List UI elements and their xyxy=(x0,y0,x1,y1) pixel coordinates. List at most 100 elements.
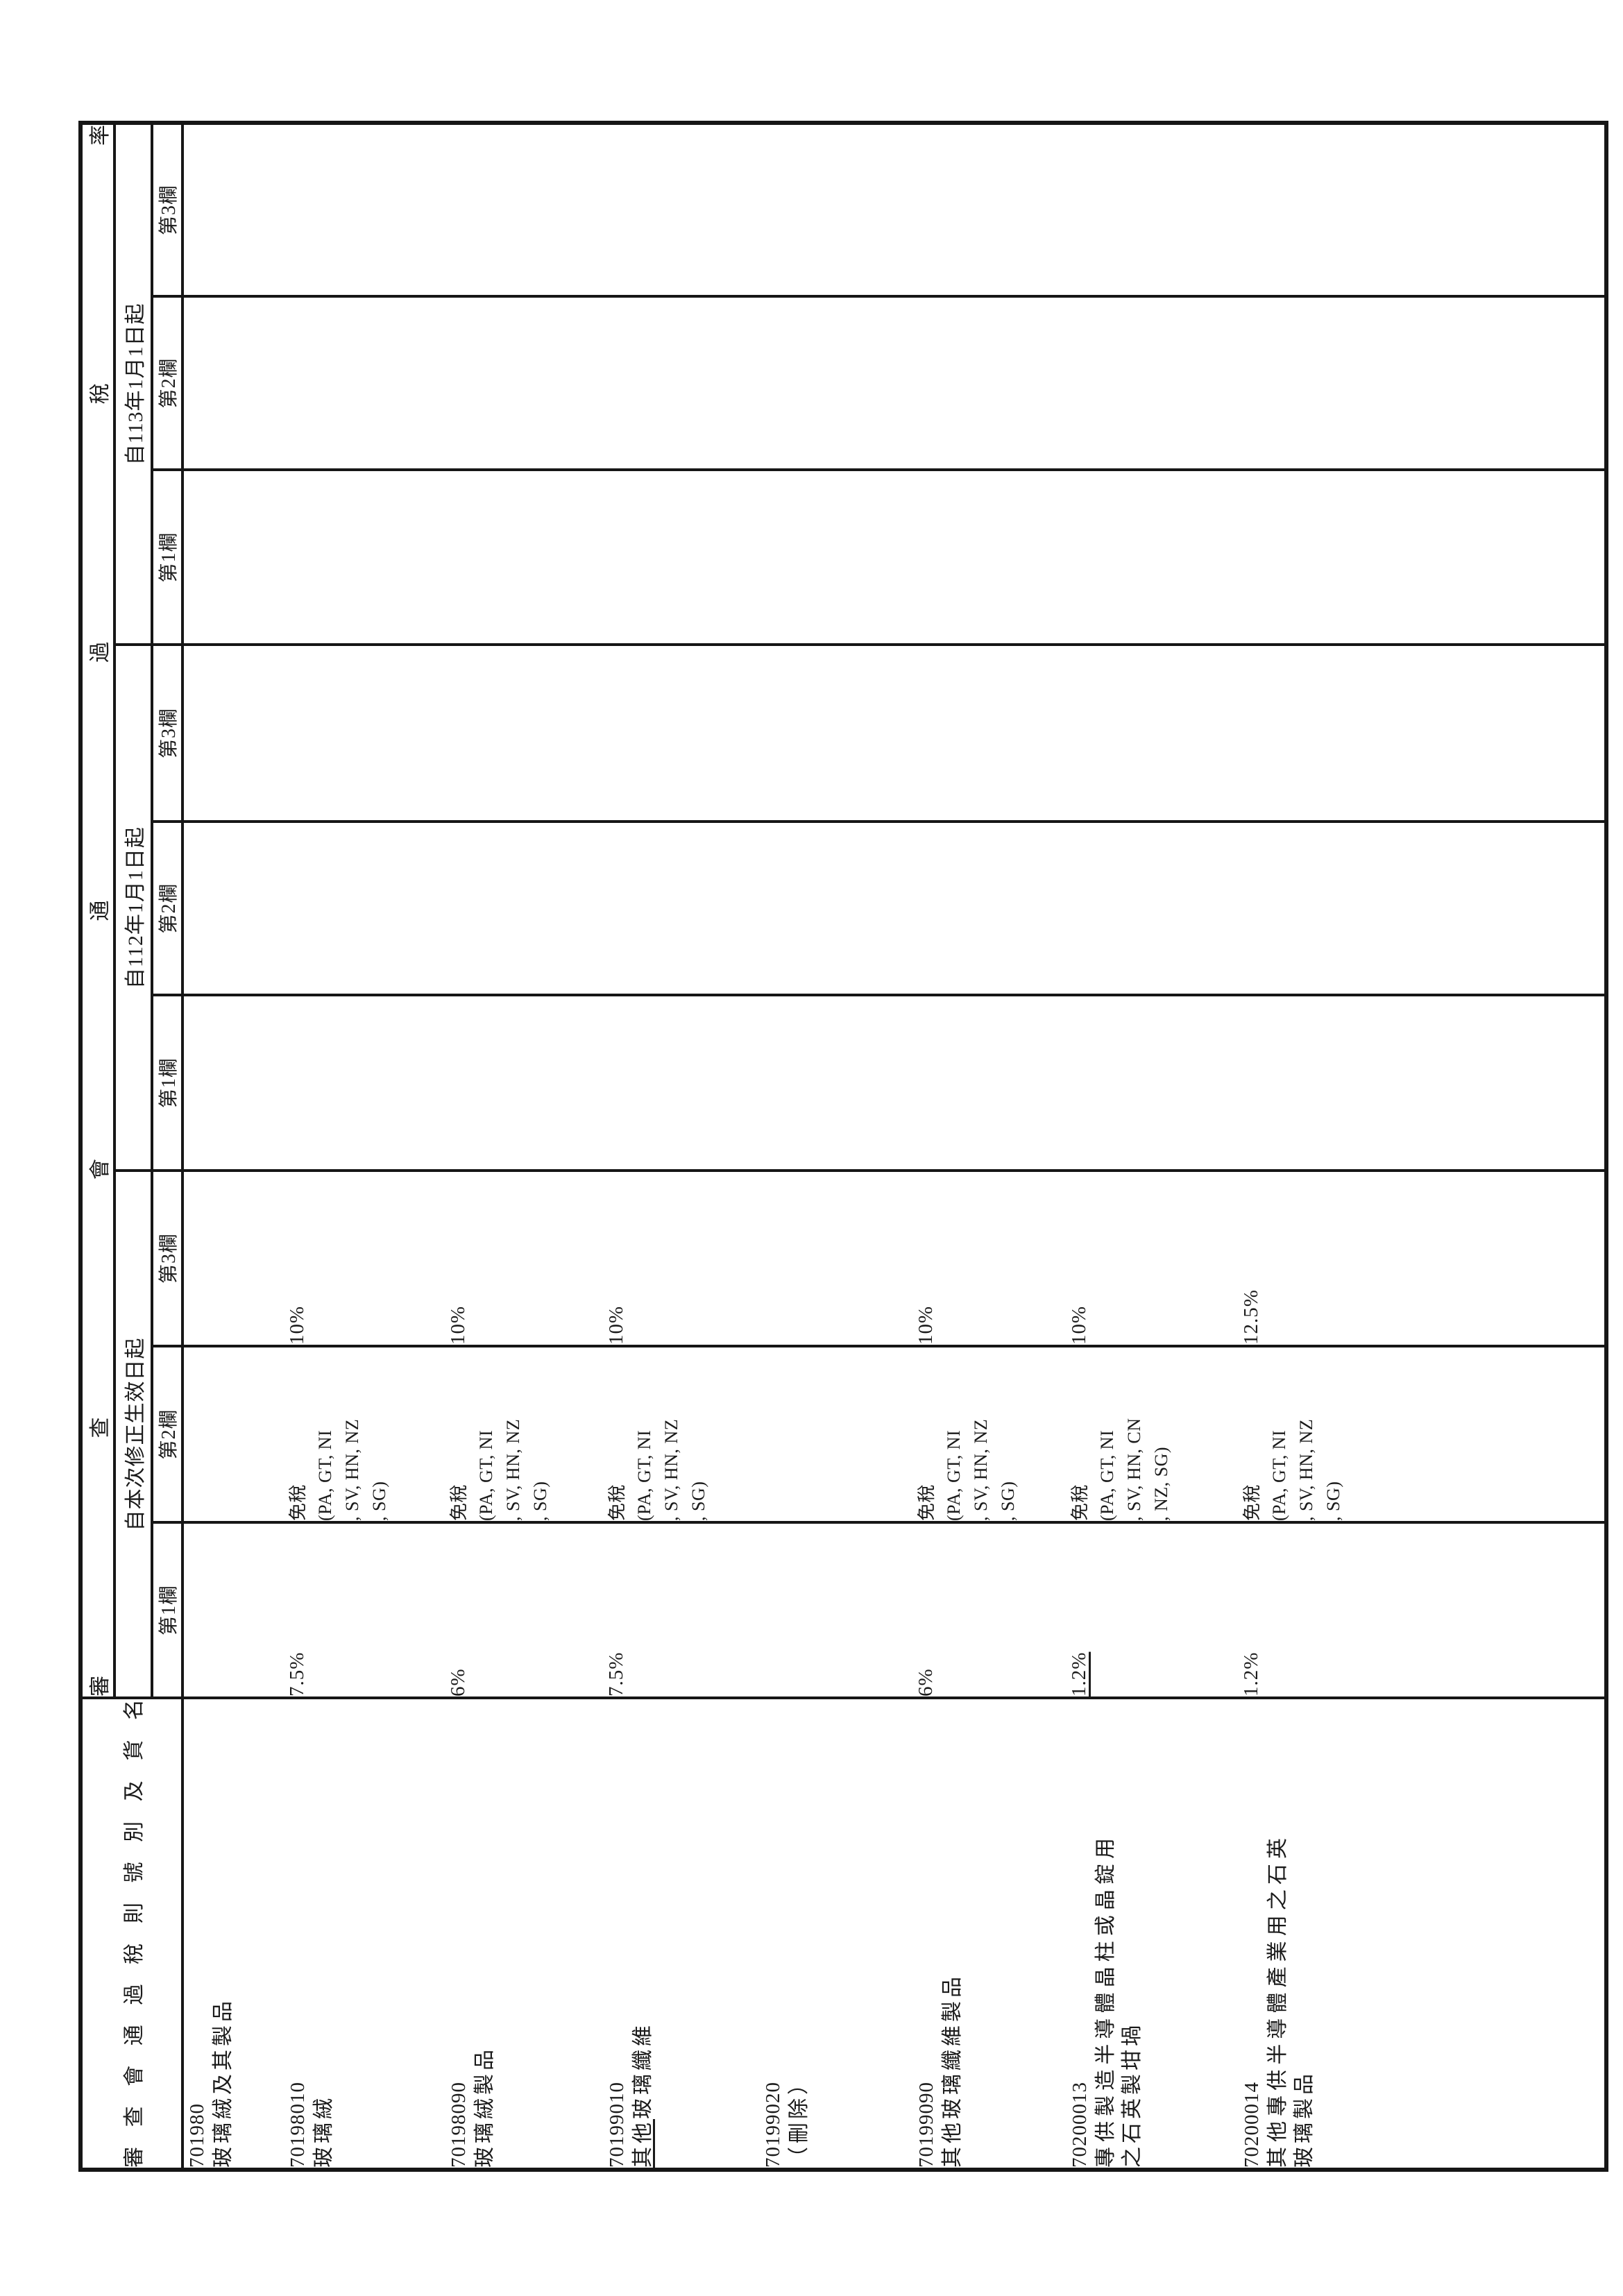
goods-cell: 70199090 其他玻璃纖維製品 xyxy=(913,1698,1067,2170)
tariff-table: 審查會通過稅則號別及貨名 審查會通過稅率 自本次修正生效日起 自112年1月1日… xyxy=(78,120,1608,2172)
rate-col2-value-cell: 免稅 (PA, GT, NI , SV, HN, NZ , SG) xyxy=(1239,1346,1606,1522)
rate-col1-value: 1.2% xyxy=(1240,1651,1262,1697)
empty-rate-cell xyxy=(445,645,604,822)
rate-col1-value-cell: 6% xyxy=(913,1522,1067,1698)
rate-col3-value: 10% xyxy=(1068,1305,1090,1345)
empty-rate-cell xyxy=(1239,122,1606,296)
rate-col3-value: 10% xyxy=(286,1305,308,1345)
empty-rate-cell xyxy=(1067,822,1239,995)
rate-col2-value-cell xyxy=(182,1346,284,1522)
rate-col2-value: 免稅 (PA, GT, NI , SV, HN, NZ , SG) xyxy=(1242,1418,1343,1521)
empty-rate-cell xyxy=(604,645,760,822)
goods-column-header: 審查會通過稅則號別及貨名 xyxy=(80,1698,182,2170)
goods-name: 其他專供半導體產業用之石英玻璃製品 xyxy=(1266,1835,1316,2168)
rate-col2-value: 免稅 (PA, GT, NI , SV, HN, NZ , SG) xyxy=(288,1418,389,1521)
tariff-row-70198090: 70198090 玻璃絨製品 6% 免稅 (PA, GT, NI , SV, HN, … xyxy=(445,122,604,2170)
empty-rate-cell xyxy=(760,122,913,296)
rate-col2-value: 免稅 (PA, GT, NI , SV, HN, NZ , SG) xyxy=(449,1418,550,1521)
goods-cell: 70198090 玻璃絨製品 xyxy=(445,1698,604,2170)
date-header-current: 自本次修正生效日起 xyxy=(114,1171,152,1698)
empty-rate-cell xyxy=(182,822,284,995)
tariff-row-70200013: 70200013 專供製造半導體晶柱或晶錠用之石英製坩堝 1.2% 免稅 (PA, G… xyxy=(1067,122,1239,2170)
empty-rate-cell xyxy=(445,470,604,645)
goods-name: 其他玻璃纖維 xyxy=(631,2022,654,2168)
goods-cell: 70200013 專供製造半導體晶柱或晶錠用之石英製坩堝 xyxy=(1067,1698,1239,2170)
rate-col2-value: 免稅 (PA, GT, NI , SV, HN, CN , NZ, SG) xyxy=(1070,1418,1171,1521)
empty-rate-cell xyxy=(760,995,913,1171)
goods-name: 玻璃絨及其製品 xyxy=(212,1998,235,2168)
tariff-code: 70198090 xyxy=(448,2082,470,2168)
empty-rate-cell xyxy=(760,296,913,470)
rate-col1-value: 7.5% xyxy=(286,1651,308,1697)
tariff-code: 701980 xyxy=(186,2103,208,2168)
empty-rate-cell xyxy=(1239,470,1606,645)
rate-col2-value-cell xyxy=(760,1346,913,1522)
rate-col3-value-cell xyxy=(182,1171,284,1346)
goods-cell: 70198010 玻璃絨 xyxy=(284,1698,445,2170)
col-label: 第1欄 xyxy=(152,995,182,1171)
goods-name: 專供製造半導體晶柱或晶錠用之石英製坩堝 xyxy=(1094,1835,1144,2168)
empty-rate-cell xyxy=(284,645,445,822)
col-label: 第2欄 xyxy=(152,1346,182,1522)
empty-rate-cell xyxy=(913,822,1067,995)
rate-col3-value-cell: 10% xyxy=(284,1171,445,1346)
rate-col1-value-cell: 7.5% xyxy=(284,1522,445,1698)
col-label: 第3欄 xyxy=(152,645,182,822)
tariff-row-701980: 701980 玻璃絨及其製品 xyxy=(182,122,284,2170)
rate-col3-value: 10% xyxy=(915,1305,937,1345)
empty-rate-cell xyxy=(1067,995,1239,1171)
rate-col2-value-cell: 免稅 (PA, GT, NI , SV, HN, NZ , SG) xyxy=(913,1346,1067,1522)
header-row-title: 審查會通過稅則號別及貨名 審查會通過稅率 xyxy=(80,122,182,2170)
rate-col3-value-cell: 12.5% xyxy=(1239,1171,1606,1346)
empty-rate-cell xyxy=(604,470,760,645)
rate-col1-value-cell xyxy=(182,1522,284,1698)
tariff-row-70198010: 70198010 玻璃絨 7.5% 免稅 (PA, GT, NI , SV, HN, … xyxy=(284,122,445,2170)
rate-column-header: 審查會通過稅率 xyxy=(80,122,114,1698)
table-header: 審查會通過稅則號別及貨名 審查會通過稅率 自本次修正生效日起 自112年1月1日… xyxy=(80,122,182,2170)
tariff-code: 70198010 xyxy=(287,2082,309,2168)
rate-col2-value: 免稅 (PA, GT, NI , SV, HN, NZ , SG) xyxy=(607,1418,708,1521)
tariff-code: 70199090 xyxy=(915,2082,937,2168)
rate-col3-value-cell: 10% xyxy=(1067,1171,1239,1346)
col-label: 第1欄 xyxy=(152,1522,182,1698)
tariff-code: 70199020 xyxy=(762,2082,784,2168)
goods-cell: 70200014 其他專供半導體產業用之石英玻璃製品 xyxy=(1239,1698,1606,2170)
goods-name: 其他玻璃纖維製品 xyxy=(941,1973,964,2168)
rate-col1-value-cell: 1.2% xyxy=(1067,1522,1239,1698)
col-label: 第3欄 xyxy=(152,122,182,296)
empty-rate-cell xyxy=(182,995,284,1171)
tariff-row-70199090: 70199090 其他玻璃纖維製品 6% 免稅 (PA, GT, NI , SV, H… xyxy=(913,122,1067,2170)
rate-col3-value: 10% xyxy=(447,1305,469,1345)
goods-cell: 70199020 （刪除） xyxy=(760,1698,913,2170)
tariff-code: 70199010 xyxy=(606,2082,628,2168)
empty-rate-cell xyxy=(760,645,913,822)
tariff-code: 70200013 xyxy=(1069,2082,1091,2168)
rate-col1-value-cell: 7.5% xyxy=(604,1522,760,1698)
rate-col3-value: 12.5% xyxy=(1240,1289,1262,1345)
goods-cell: 70199010 其他玻璃纖維 xyxy=(604,1698,760,2170)
rate-col1-value-cell xyxy=(760,1522,913,1698)
empty-rate-cell xyxy=(284,470,445,645)
empty-rate-cell xyxy=(284,122,445,296)
empty-rate-cell xyxy=(284,995,445,1171)
empty-rate-cell xyxy=(182,296,284,470)
rate-col2-value: 免稅 (PA, GT, NI , SV, HN, NZ , SG) xyxy=(917,1418,1018,1521)
empty-rate-cell xyxy=(445,122,604,296)
rate-col1-value: 6% xyxy=(447,1668,469,1697)
empty-rate-cell xyxy=(913,470,1067,645)
tariff-row-70199010: 70199010 其他玻璃纖維 7.5% 免稅 (PA, GT, NI , SV, H… xyxy=(604,122,760,2170)
rate-col1-value-cell: 6% xyxy=(445,1522,604,1698)
empty-rate-cell xyxy=(1067,470,1239,645)
rate-col1-value-cell: 1.2% xyxy=(1239,1522,1606,1698)
empty-rate-cell xyxy=(604,122,760,296)
empty-rate-cell xyxy=(1067,122,1239,296)
empty-rate-cell xyxy=(604,995,760,1171)
goods-name: 玻璃絨製品 xyxy=(473,2046,496,2168)
empty-rate-cell xyxy=(1239,822,1606,995)
empty-rate-cell xyxy=(760,822,913,995)
rate-col3-value-cell: 10% xyxy=(604,1171,760,1346)
rate-col3-value-cell xyxy=(760,1171,913,1346)
empty-rate-cell xyxy=(445,822,604,995)
empty-rate-cell xyxy=(913,645,1067,822)
empty-rate-cell xyxy=(760,470,913,645)
